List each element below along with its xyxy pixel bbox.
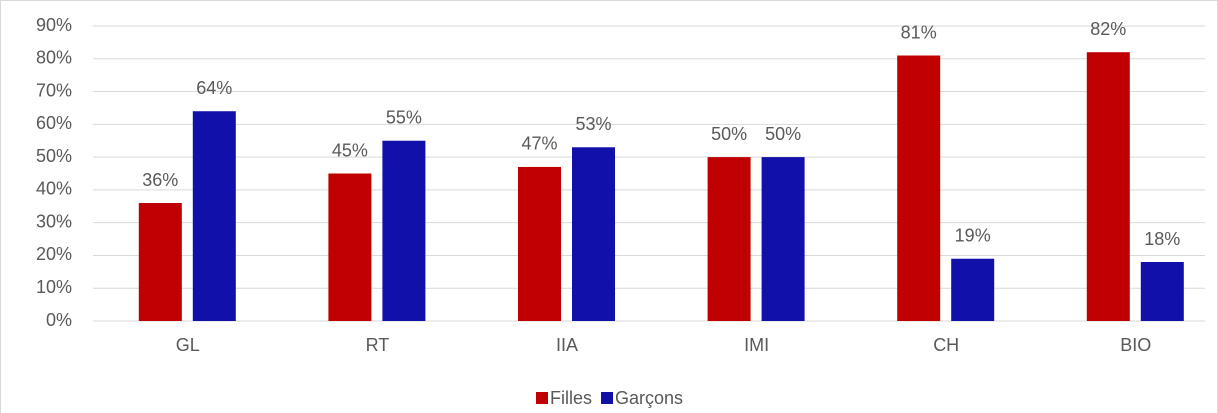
data-label: 36% [142, 170, 178, 190]
y-tick-label: 0% [46, 310, 72, 330]
bar [707, 157, 751, 321]
data-label: 47% [521, 134, 557, 154]
data-label: 50% [711, 124, 747, 144]
y-tick-label: 10% [36, 277, 72, 297]
bar [328, 173, 372, 321]
bar [138, 203, 182, 321]
bar [572, 147, 615, 321]
data-label: 82% [1090, 19, 1126, 39]
bar [761, 157, 805, 321]
bar [518, 166, 561, 321]
legend-swatch [601, 392, 614, 404]
y-tick-label: 30% [36, 211, 72, 231]
data-label: 45% [332, 140, 368, 160]
y-tick-label: 20% [36, 244, 72, 264]
data-label: 64% [196, 78, 232, 98]
y-tick-label: 80% [36, 48, 72, 68]
bar [951, 258, 995, 321]
bar [897, 55, 941, 321]
x-tick-label: GL [176, 335, 200, 355]
data-label: 18% [1144, 229, 1180, 249]
y-tick-label: 50% [36, 146, 72, 166]
x-tick-label: CH [933, 335, 959, 355]
bar [192, 111, 236, 321]
bar [1086, 52, 1130, 321]
data-label: 81% [901, 22, 937, 42]
y-tick-label: 40% [36, 179, 72, 199]
legend-label: Filles [550, 388, 592, 408]
x-tick-label: IMI [744, 335, 769, 355]
y-tick-label: 70% [36, 80, 72, 100]
x-tick-label: BIO [1120, 335, 1151, 355]
x-tick-label: RT [366, 335, 390, 355]
x-tick-label: IIA [556, 335, 578, 355]
data-label: 50% [765, 124, 801, 144]
legend-label: Garçons [615, 388, 683, 408]
data-label: 53% [575, 114, 611, 134]
bar [1140, 262, 1184, 321]
legend-swatch [536, 392, 548, 404]
y-tick-label: 90% [36, 15, 72, 35]
y-tick-label: 60% [36, 113, 72, 133]
data-label: 55% [386, 107, 422, 127]
data-label: 19% [955, 225, 991, 245]
bar [382, 140, 426, 321]
